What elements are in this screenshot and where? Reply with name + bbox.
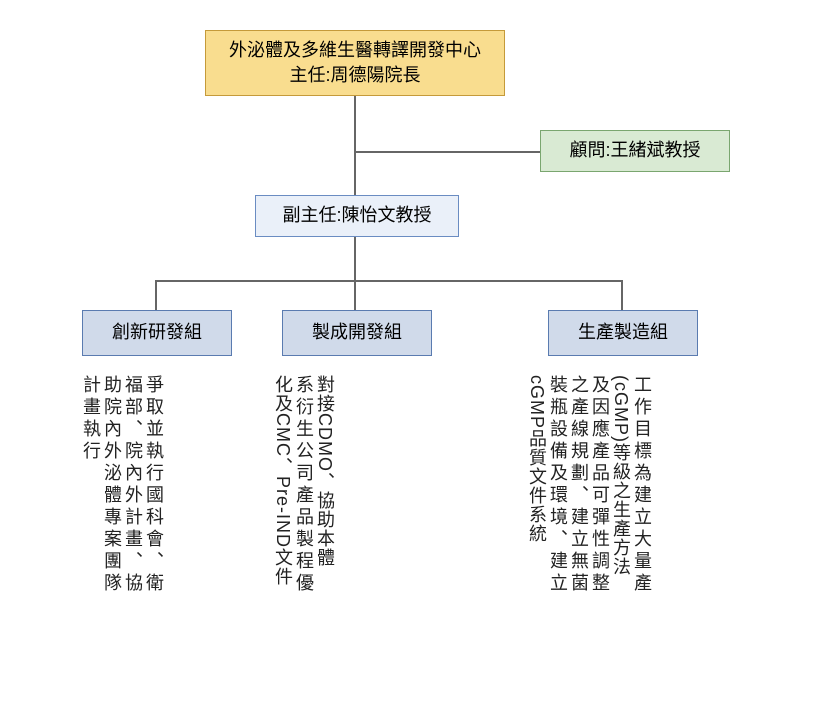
- director-line2: 主任:周德陽院長: [289, 63, 420, 88]
- edge-advisor-branch: [354, 151, 540, 153]
- node-group3: 生產製造組: [548, 310, 698, 356]
- description-column: 之產線規劃、建立無菌: [570, 375, 588, 595]
- advisor-label: 顧問:王緒斌教授: [569, 138, 700, 163]
- edge-hbar: [155, 280, 622, 282]
- description-column: 計畫執行: [82, 375, 100, 595]
- group2-description: 對接CDMO、協助本體系衍生公司產品製程優化及CMC、Pre-IND文件: [274, 375, 334, 595]
- group3-description: 工作目標為建立大量產(cGMP)等級之生產方法及因應產品可彈性調整之產線規劃、建…: [528, 375, 651, 595]
- description-column: 化及CMC、Pre-IND文件: [274, 375, 292, 595]
- node-group2: 製成開發組: [282, 310, 432, 356]
- deputy-label: 副主任:陳怡文教授: [282, 203, 431, 228]
- group1-description: 爭取並執行國科會、衛福部、院內外計畫、協助院內外泌體專案團隊計畫執行: [82, 375, 163, 595]
- description-column: 助院內外泌體專案團隊: [103, 375, 121, 595]
- description-column: 系衍生公司產品製程優: [295, 375, 313, 595]
- description-column: 對接CDMO、協助本體: [316, 375, 334, 595]
- edge-group1-stem: [155, 280, 157, 310]
- description-column: cGMP品質文件系統: [528, 375, 546, 595]
- description-column: 工作目標為建立大量產: [633, 375, 651, 595]
- edge-deputy-stem: [354, 237, 356, 281]
- node-director: 外泌體及多維生醫轉譯開發中心 主任:周德陽院長: [205, 30, 505, 96]
- description-column: 福部、院內外計畫、協: [124, 375, 142, 595]
- edge-group3-stem: [621, 280, 623, 310]
- org-chart: 外泌體及多維生醫轉譯開發中心 主任:周德陽院長 顧問:王緒斌教授 副主任:陳怡文…: [0, 0, 827, 720]
- description-column: (cGMP)等級之生產方法: [612, 375, 630, 595]
- node-deputy: 副主任:陳怡文教授: [255, 195, 459, 237]
- group1-label: 創新研發組: [112, 320, 202, 345]
- edge-director-stem: [354, 96, 356, 195]
- group2-label: 製成開發組: [312, 320, 402, 345]
- description-column: 及因應產品可彈性調整: [591, 375, 609, 595]
- description-column: 裝瓶設備及環境、建立: [549, 375, 567, 595]
- edge-group2-stem: [354, 280, 356, 310]
- group3-label: 生產製造組: [578, 320, 668, 345]
- director-line1: 外泌體及多維生醫轉譯開發中心: [229, 38, 481, 63]
- node-advisor: 顧問:王緒斌教授: [540, 130, 730, 172]
- node-group1: 創新研發組: [82, 310, 232, 356]
- description-column: 爭取並執行國科會、衛: [145, 375, 163, 595]
